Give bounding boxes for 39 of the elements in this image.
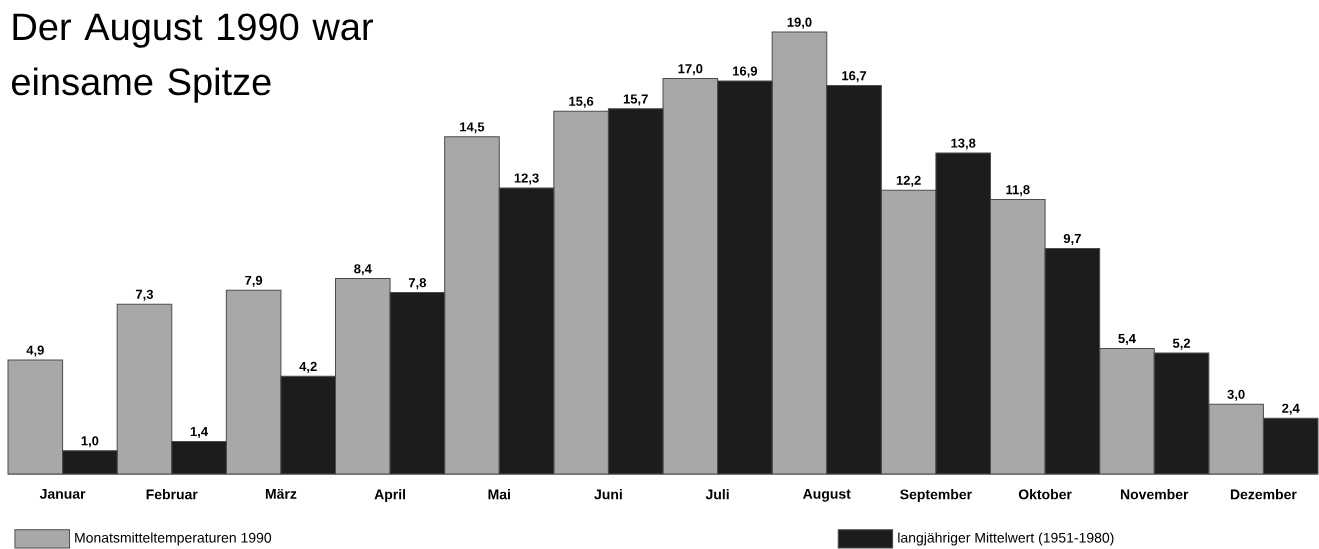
x-tick-label: September [900,489,972,503]
x-tick-label: Juli [705,489,729,500]
data-label: 14,5 [460,122,485,134]
data-label: 15,6 [569,96,594,108]
data-label: 15,7 [623,94,648,106]
data-label: 12,2 [896,175,921,187]
data-label: 11,8 [1006,185,1030,197]
data-label: 2,4 [1282,403,1300,415]
x-tick-label: November [1120,489,1189,500]
data-label: 8,4 [354,264,372,276]
data-label: 5,4 [1118,334,1136,345]
chart-title: Der August 1990 war einsame Spitze [12,13,373,103]
x-tick-label: Dezember [1230,489,1297,500]
x-tick-label: August [802,489,851,502]
data-label: 5,2 [1172,338,1191,350]
data-label: 12,3 [514,173,539,185]
x-tick-label: Oktober [1018,489,1072,500]
data-label: 16,7 [842,71,867,83]
data-label: 1,4 [190,427,208,439]
x-tick-label: März [265,489,297,499]
x-tick-label: April [374,489,406,503]
data-label: 4,2 [299,361,317,373]
x-tick-label: Juni [594,489,622,500]
legend-label: langjähriger Mittelwert (1951-1980) [898,532,1114,546]
data-label: 7,9 [245,275,263,287]
data-label: 16,9 [733,66,758,78]
data-label: 3,0 [1227,389,1245,401]
data-label: 7,3 [135,289,154,301]
x-tick-label: Januar [39,489,86,499]
x-tick-label: Mai [488,489,510,500]
data-label: 4,9 [26,345,44,357]
data-label: 19,0 [787,17,812,29]
data-label: 9,7 [1063,233,1081,245]
data-label: 17,0 [678,64,703,76]
data-label: 13,8 [951,138,976,150]
x-tick-label: Februar [146,489,198,500]
legend-label: Monatsmitteltemperaturen 1990 [75,532,272,546]
data-label: 7,8 [408,278,427,290]
data-label: 1,0 [81,436,99,448]
